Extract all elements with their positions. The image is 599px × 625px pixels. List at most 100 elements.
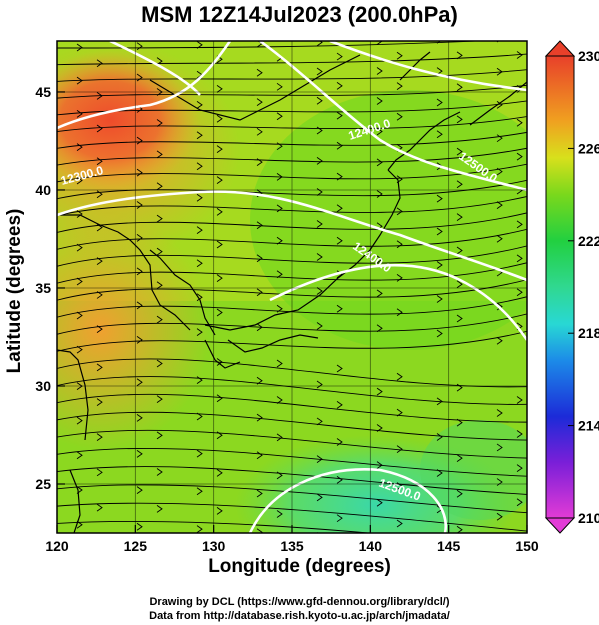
- colorbar-tick-label: 214: [578, 418, 599, 434]
- flow-arrow: [96, 91, 103, 100]
- flow-arrow: [256, 528, 263, 533]
- streamline: [57, 466, 527, 495]
- flow-arrow: [436, 469, 443, 477]
- streamline: [57, 228, 527, 250]
- flow-arrow: [76, 520, 83, 529]
- flow-arrow: [216, 85, 223, 93]
- flow-arrow: [216, 394, 223, 403]
- flow-arrow: [156, 431, 163, 440]
- flow-arrow: [496, 167, 503, 176]
- temperature-field: [57, 41, 527, 533]
- flow-arrow: [516, 498, 523, 507]
- flow-arrow: [516, 288, 523, 297]
- flow-arrow: [256, 413, 263, 422]
- flow-arrow: [396, 207, 403, 216]
- flow-arrow: [376, 324, 383, 333]
- flow-arrow: [497, 548, 502, 555]
- flow-arrow: [76, 76, 83, 85]
- flow-arrow: [136, 486, 143, 495]
- flow-arrow: [216, 431, 223, 440]
- flow-arrow: [456, 454, 463, 462]
- flow-arrow: [336, 111, 343, 120]
- flow-arrow: [496, 302, 503, 311]
- y-axis: 25 30 35 40 45: [35, 84, 65, 492]
- flow-arrow: [396, 273, 403, 282]
- flow-arrow: [376, 190, 383, 198]
- flow-arrow: [496, 336, 503, 345]
- x-axis-label: Longitude (degrees): [208, 556, 391, 577]
- flow-arrow: [156, 395, 163, 404]
- flow-arrow: [436, 261, 443, 269]
- flow-arrow: [336, 82, 343, 90]
- flow-arrow: [216, 274, 223, 282]
- flow-arrow: [96, 503, 103, 512]
- flow-arrow: [196, 328, 203, 336]
- flow-arrow: [196, 131, 203, 140]
- y-axis-label: Latitude (degrees): [4, 208, 25, 374]
- flow-arrow: [196, 259, 203, 268]
- flow-arrow: [376, 289, 383, 298]
- coastlines: [57, 51, 527, 533]
- flow-arrow: [516, 430, 523, 438]
- y-tick-label: 25: [35, 476, 51, 492]
- flow-arrow: [196, 525, 203, 533]
- flow-arrow: [396, 445, 403, 453]
- flow-arrow: [156, 359, 163, 368]
- flow-arrow: [96, 398, 103, 406]
- flow-arrow: [156, 247, 163, 256]
- flow-arrow: [136, 301, 143, 310]
- streamline: [57, 179, 527, 200]
- flow-arrow: [136, 234, 143, 242]
- flow-arrow: [396, 372, 403, 381]
- flow-arrow: [156, 150, 163, 159]
- credit-drawing: Drawing by DCL (https://www.gfd-dennou.o…: [149, 596, 450, 608]
- flow-arrow: [256, 323, 263, 332]
- flow-arrow: [496, 134, 503, 143]
- flow-arrow: [196, 41, 203, 49]
- flow-arrow: [456, 180, 463, 189]
- x-tick-label: 125: [124, 538, 148, 554]
- flow-arrow: [256, 158, 263, 167]
- flow-arrow: [396, 112, 403, 121]
- flow-arrow: [456, 147, 463, 156]
- flow-arrow: [276, 304, 283, 313]
- flow-arrow: [516, 152, 523, 161]
- flow-arrow: [436, 397, 443, 406]
- flow-arrow: [276, 112, 283, 121]
- flow-arrow: [396, 82, 403, 91]
- streamline: [57, 502, 527, 532]
- flow-arrow: [276, 142, 283, 151]
- flow-arrow: [376, 67, 383, 75]
- streamline: [57, 330, 527, 352]
- flow-arrow: [256, 288, 263, 297]
- flow-arrow: [516, 254, 523, 263]
- flow-arrow: [456, 83, 463, 92]
- flow-arrow: [436, 41, 442, 44]
- flow-arrow: [276, 396, 283, 404]
- flow-arrow: [156, 57, 163, 66]
- flow-arrow: [96, 59, 103, 68]
- flow-arrow: [376, 424, 383, 432]
- flow-arrow: [96, 433, 103, 441]
- colorbar-tick-label: 222: [578, 233, 599, 249]
- streamline: [57, 313, 527, 335]
- flow-arrow: [156, 505, 163, 513]
- flow-arrow: [157, 543, 162, 550]
- flow-arrow: [456, 280, 463, 289]
- flow-arrow: [316, 380, 323, 389]
- flow-arrow: [436, 130, 443, 139]
- flow-arrow: [216, 468, 223, 477]
- flow-arrow: [496, 67, 503, 76]
- y-tick-label: 45: [35, 84, 51, 100]
- flow-arrow: [136, 42, 143, 51]
- flow-arrow: [376, 97, 383, 105]
- flow-arrow: [456, 314, 463, 323]
- flow-arrow: [376, 387, 383, 396]
- flow-arrow: [316, 322, 323, 330]
- flow-arrow: [196, 162, 203, 171]
- flow-arrow: [336, 52, 343, 61]
- flow-arrow: [76, 176, 83, 185]
- flow-arrow: [256, 254, 263, 263]
- flow-arrow: [216, 176, 223, 185]
- streamline: [57, 262, 527, 284]
